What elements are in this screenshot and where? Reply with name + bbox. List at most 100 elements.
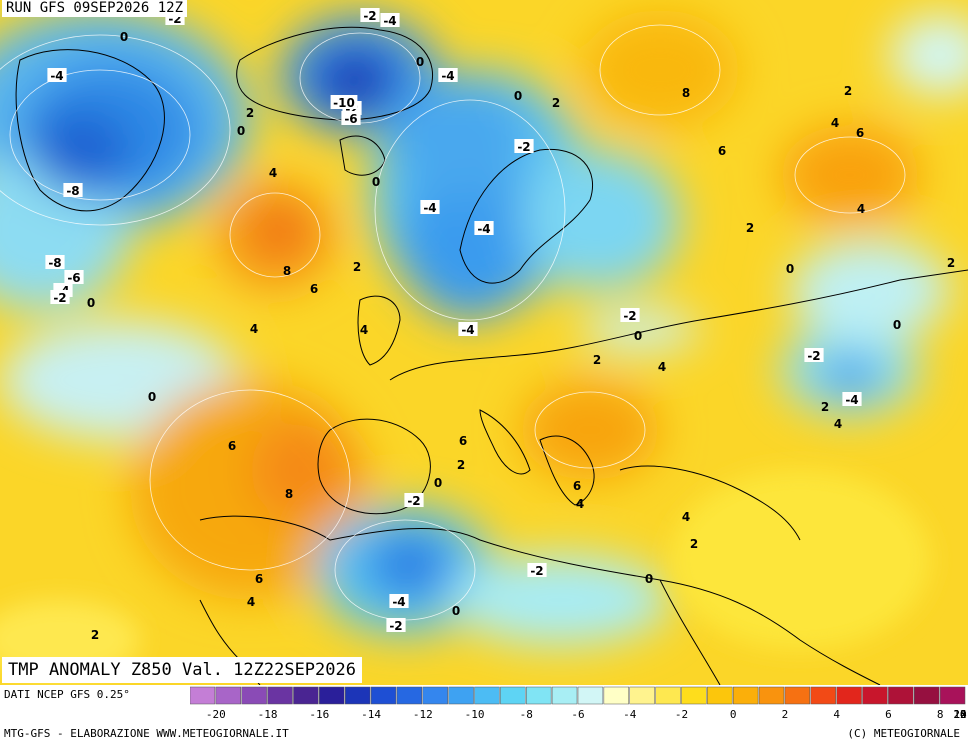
isoline-label-text: 0 [634, 329, 642, 343]
isoline-label: 0 [645, 572, 653, 586]
isoline-label-background [389, 594, 409, 608]
isoline-label-text: 4 [658, 360, 666, 374]
isoline-label-text: -2 [517, 140, 530, 154]
color-scale-swatch [939, 686, 966, 705]
color-scale-tick-label: -16 [309, 708, 330, 721]
isoline-label-background [45, 255, 65, 269]
isoline-label: 4 [576, 497, 584, 511]
isoline-label: 8 [682, 86, 690, 100]
isoline-label: -4 [420, 200, 440, 215]
isoline-label: 6 [459, 434, 467, 448]
isoline-label: -4 [380, 13, 400, 28]
isoline-label-background [386, 618, 406, 632]
isoline-label-text: 6 [310, 282, 318, 296]
isoline-label: -2 [386, 618, 406, 633]
color-scale-swatch [914, 686, 940, 705]
isoline-label: -8 [45, 255, 65, 270]
isoline-label: 2 [844, 84, 852, 98]
isoline-label: 6 [255, 572, 263, 586]
color-scale-tick-label: -18 [257, 708, 278, 721]
color-scale-tick-label: 20 [953, 708, 967, 721]
credit-right: (C) METEOGIORNALE [847, 727, 960, 740]
color-scale-swatch [526, 686, 552, 705]
credit-left: MTG-GFS - ELABORAZIONE WWW.METEOGIORNALE… [4, 727, 289, 740]
isoline-label-text: 4 [247, 595, 255, 609]
isoline-label: 4 [269, 166, 277, 180]
isoline-label-text: 4 [834, 417, 842, 431]
color-scale-tick-label: -4 [623, 708, 637, 721]
isoline-label-text: 2 [246, 106, 254, 120]
isoline-label-background [330, 95, 358, 109]
isoline-label: -2 [804, 348, 824, 363]
isoline-label-text: -2 [530, 564, 543, 578]
color-scale-swatch [293, 686, 319, 705]
isolines [0, 24, 906, 621]
isoline-label: -4 [47, 68, 67, 83]
isoline-label-text: 4 [360, 323, 368, 337]
isoline-label-text: 0 [416, 55, 424, 69]
isoline-label-background [842, 392, 862, 406]
isoline-label-text: -6 [67, 271, 80, 285]
coastlines [15, 26, 968, 685]
isoline-label-text: 2 [593, 353, 601, 367]
color-scale-tick-label: 0 [729, 708, 737, 721]
isoline-label: -4 [438, 68, 458, 83]
color-scale-swatch [862, 686, 888, 705]
isoline-label-text: 2 [690, 537, 698, 551]
isoline-label: -4 [474, 221, 494, 236]
isoline-label-text: -4 [50, 69, 63, 83]
isoline-label: 4 [682, 510, 690, 524]
isoline-label: 0 [87, 296, 95, 310]
isoline-label: -2 [50, 290, 70, 305]
isoline-label-text: 0 [893, 318, 901, 332]
isoline-label: 0 [634, 329, 642, 343]
color-scale-swatch [267, 686, 293, 705]
isoline-label-text: -2 [363, 9, 376, 23]
isoline-label-background [63, 183, 83, 197]
isoline-label-text: -4 [845, 393, 858, 407]
color-scale-swatch [319, 686, 345, 705]
color-scale-swatch [370, 686, 397, 705]
isoline-label: 2 [746, 221, 754, 235]
color-scale-tick-label: 6 [885, 708, 892, 721]
isoline-label: 4 [857, 202, 865, 216]
isoline-label: 0 [148, 390, 156, 404]
isoline-label: -2 [527, 563, 547, 578]
isoline-label-background [360, 8, 380, 22]
isoline-label-text: -10 [333, 96, 355, 110]
isoline-label-text: 2 [91, 628, 99, 642]
isoline-label: 6 [573, 479, 581, 493]
isoline-label-text: -2 [623, 309, 636, 323]
isoline-label-text: 2 [821, 400, 829, 414]
isoline-label-background [420, 200, 440, 214]
isoline-label-text: 0 [372, 175, 380, 189]
data-source: DATI NCEP GFS 0.25° [4, 688, 130, 701]
isoline-label-background [458, 322, 478, 336]
isoline-label-text: 6 [459, 434, 467, 448]
color-scale-swatch [629, 686, 655, 705]
isoline-label-text: 0 [514, 89, 522, 103]
isoline-label-text: 6 [255, 572, 263, 586]
color-scale-swatch [707, 686, 733, 705]
color-scale-tick-label: -20 [205, 708, 226, 721]
isoline-label-text: 2 [947, 256, 955, 270]
color-scale-swatch [810, 686, 836, 705]
isoline-label: 6 [310, 282, 318, 296]
color-scale-swatch [474, 686, 500, 705]
isoline-label: 0 [237, 124, 245, 138]
color-scale-swatch [577, 686, 604, 705]
isoline-label-text: 8 [285, 487, 293, 501]
isoline-label: 2 [593, 353, 601, 367]
color-scale-tick-label: 14 [953, 708, 967, 721]
color-scale-swatch [448, 686, 474, 705]
isoline-label: 4 [247, 595, 255, 609]
isoline-label-text: -4 [383, 14, 396, 28]
isoline-label: 6 [228, 439, 236, 453]
color-scale-swatch [888, 686, 914, 705]
isoline-label: 4 [250, 322, 258, 336]
color-scale-tick-label: 4 [833, 708, 840, 721]
color-scale-tick-label: -12 [412, 708, 433, 721]
color-scale-swatch [241, 686, 267, 705]
color-scale-tick-label: 12 [953, 708, 967, 721]
